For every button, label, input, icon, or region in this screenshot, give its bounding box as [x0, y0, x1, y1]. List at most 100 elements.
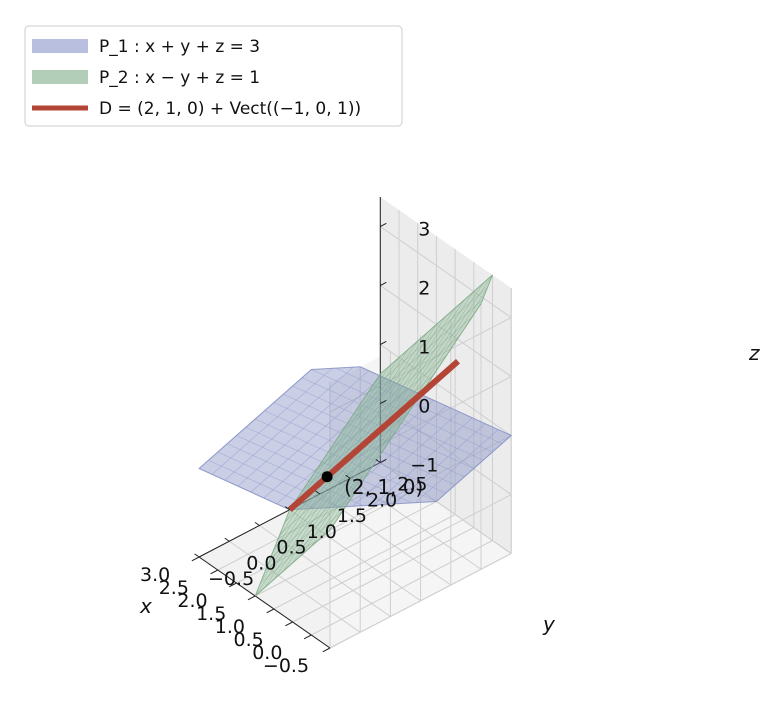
tick-mark: [380, 340, 387, 345]
plane-2-mesh-line: [279, 432, 395, 535]
tick-mark: [224, 537, 230, 542]
plane-1-mesh-line: [276, 388, 408, 505]
grid-line-y-floor: [289, 509, 421, 602]
legend-swatch: [32, 39, 88, 53]
tick-mark: [191, 556, 200, 562]
y-tick-label: 2.0: [367, 489, 397, 511]
plane-1-mesh-line: [198, 369, 312, 469]
y-tick-label: 0.5: [276, 537, 306, 559]
z-tick-label: 3: [418, 219, 430, 241]
x-tick-label: 2.5: [159, 577, 189, 599]
y-axis-label: y: [542, 612, 556, 636]
x-tick-label: 0.5: [233, 629, 263, 651]
tick-mark: [284, 506, 290, 511]
legend-entry-label: D = (2, 1, 0) + Vect((−1, 0, 1)): [99, 99, 361, 119]
plane-1-mesh-line: [373, 417, 473, 506]
y-tick-label: 0.0: [246, 552, 276, 574]
plane-2-mesh-line: [266, 340, 418, 568]
plane-2-mesh-line: [260, 332, 428, 582]
grid-line-y-floor: [349, 477, 482, 570]
plane-2-mesh-line: [315, 355, 447, 472]
plane-1-mesh-line: [436, 435, 512, 502]
tick-labels: −0.50.00.51.01.52.02.53.0 −0.50.00.51.01.…: [140, 219, 438, 678]
tick-mark: [345, 474, 351, 479]
grid-line-z-left: [329, 494, 512, 590]
x-tick-label: 1.0: [215, 616, 245, 638]
tick-mark: [380, 399, 387, 404]
grid-lines: [198, 197, 512, 649]
z-axis-label: z: [748, 341, 760, 365]
z-tick-label: 2: [418, 278, 430, 300]
plane-1-mesh-line: [331, 405, 447, 508]
grid-line-z-right: [380, 226, 512, 318]
axis-labels: x y z: [139, 341, 760, 636]
tick-mark: [285, 621, 293, 627]
line-D: [287, 359, 460, 512]
plane-1-mesh-line: [245, 426, 413, 504]
tick-mark: [380, 458, 387, 463]
plane-2-mesh-line: [328, 335, 460, 452]
x-axis-line: [198, 556, 331, 649]
tick-mark: [380, 281, 387, 286]
grid-line-z-right: [380, 285, 512, 377]
plane-2-mesh-line: [289, 373, 381, 510]
plane-2-mesh-line: [367, 287, 488, 394]
line-layer: (2, 1, 0): [287, 359, 460, 512]
tick-mark: [380, 222, 387, 227]
legend-swatch: [32, 70, 88, 84]
plane-1-mesh-line: [224, 366, 354, 481]
x-tick-label: −0.5: [263, 655, 309, 677]
plane-2-mesh-line: [329, 303, 482, 531]
tick-mark: [229, 582, 237, 588]
x-tick-label: 1.5: [196, 603, 226, 625]
plane-1-mesh-line: [250, 376, 382, 493]
x-tick-label: 0.0: [252, 642, 282, 664]
legend: P_1 : x + y + z = 3 P_2 : x − y + z = 1 D …: [24, 25, 403, 127]
tick-mark: [266, 608, 275, 614]
legend-entry-label: P_1 : x + y + z = 3: [99, 37, 260, 57]
grid-line-y-floor: [229, 540, 361, 633]
tick-mark: [247, 595, 256, 601]
plane-1-mesh-line: [415, 429, 499, 503]
x-tick-label: 2.0: [177, 590, 207, 612]
point-annotation-label: (2, 1, 0): [344, 475, 423, 499]
plane-2-mesh-line: [302, 374, 434, 491]
legend-box: [24, 25, 403, 127]
annotated-point: [321, 471, 333, 483]
grid-line-z-right: [380, 344, 512, 436]
tick-mark: [375, 458, 381, 463]
plane-2-mesh-line: [380, 274, 493, 375]
plane-1-mesh-line: [217, 451, 339, 508]
tick-mark: [315, 490, 321, 495]
plane-1-mesh-line: [227, 443, 364, 506]
plane-2-mesh-line: [284, 413, 408, 523]
grid-line-y-floor: [319, 493, 452, 586]
plane-1-mesh-line: [211, 368, 333, 475]
plane-1-mesh-line: [394, 423, 486, 505]
z-tick-label: 1: [418, 337, 430, 359]
plane-1-mesh-line: [263, 382, 395, 499]
tick-mark: [194, 553, 200, 558]
grid-line-z-right: [380, 462, 512, 554]
plane-1: [198, 366, 513, 511]
y-tick-label: −0.5: [208, 568, 254, 590]
x-axis-label: x: [139, 594, 152, 618]
grid-line-z-left: [329, 317, 512, 413]
plane-2-mesh-line: [274, 452, 382, 547]
plane-1-mesh-line: [237, 370, 370, 487]
legend-entry-label: P_2 : x − y + z = 1: [99, 68, 260, 88]
plane-2-mesh-line: [259, 510, 344, 584]
plane-2-mesh-line: [264, 490, 357, 572]
x-tick-label: 3.0: [140, 564, 170, 586]
tick-mark: [303, 634, 312, 640]
plane-1-mesh-line: [198, 468, 290, 511]
plane-2-mesh-line: [272, 349, 409, 554]
plane-1-mesh-line: [236, 435, 388, 505]
plane-2-mesh-line: [269, 471, 370, 560]
y-tick-label: 2.5: [397, 474, 427, 496]
tick-mark: [322, 647, 331, 653]
plane-2-mesh-line: [341, 316, 473, 433]
plane-1-mesh-line: [352, 411, 460, 507]
